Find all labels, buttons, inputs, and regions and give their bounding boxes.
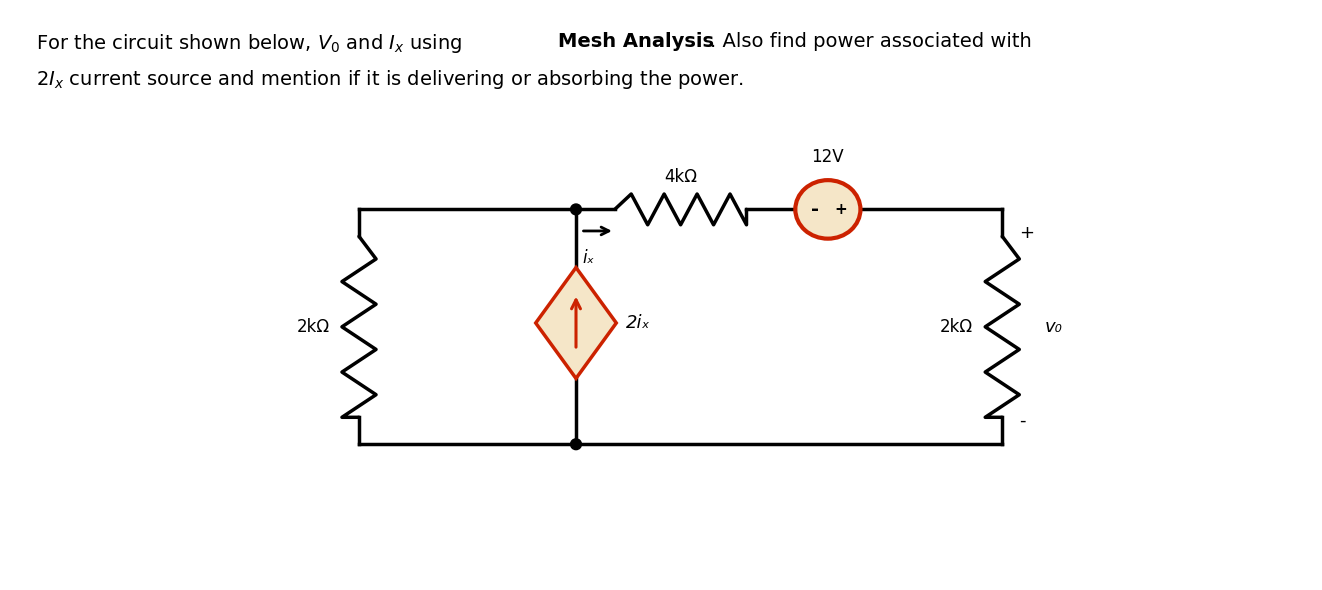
- Text: -: -: [810, 200, 818, 219]
- Text: . Also find power associated with: . Also find power associated with: [710, 32, 1031, 51]
- Text: 2iₓ: 2iₓ: [625, 314, 650, 332]
- Polygon shape: [535, 267, 616, 378]
- Ellipse shape: [796, 180, 861, 239]
- Text: For the circuit shown below, $V_0$ and $I_x$ using: For the circuit shown below, $V_0$ and $…: [36, 32, 464, 55]
- Text: $2I_x$ current source and mention if it is delivering or absorbing the power.: $2I_x$ current source and mention if it …: [36, 68, 744, 91]
- Text: Mesh Analysis: Mesh Analysis: [558, 32, 714, 51]
- Text: v₀: v₀: [1044, 318, 1063, 336]
- Text: iₓ: iₓ: [582, 250, 594, 267]
- Text: 2kΩ: 2kΩ: [940, 318, 973, 336]
- Text: +: +: [834, 202, 847, 217]
- Text: 2kΩ: 2kΩ: [296, 318, 329, 336]
- Circle shape: [571, 439, 582, 450]
- Text: 4kΩ: 4kΩ: [664, 168, 697, 186]
- Circle shape: [571, 204, 582, 215]
- Text: 12V: 12V: [812, 148, 845, 166]
- Text: -: -: [1019, 412, 1026, 430]
- Text: +: +: [1019, 224, 1034, 241]
